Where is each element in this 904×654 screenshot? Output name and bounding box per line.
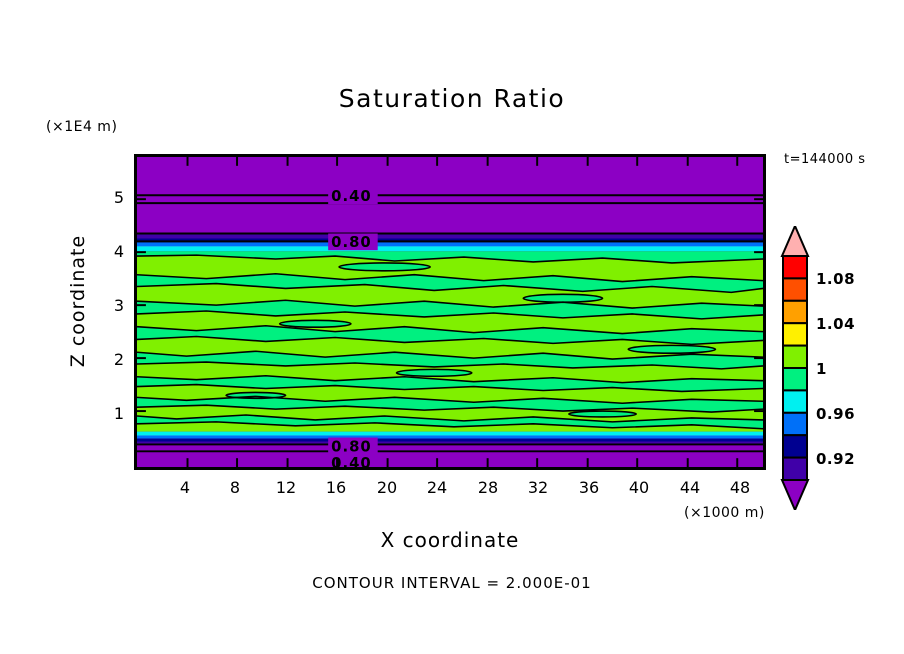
- x-tick-20: 20: [376, 478, 398, 497]
- x-tick-12: 12: [275, 478, 297, 497]
- colorbar-over-arrow: [780, 223, 810, 257]
- contour-plot-canvas: 0.40 0.80 0.80 0.40: [134, 154, 766, 470]
- colorbar-label-1: 1: [816, 360, 827, 378]
- x-tick-32: 32: [527, 478, 549, 497]
- y-tick-2: 2: [113, 350, 124, 369]
- contour-lines-uniform: [137, 194, 763, 453]
- x-tick-8: 8: [229, 478, 241, 497]
- x-tick-40: 40: [628, 478, 650, 497]
- y-axis-unit-label: (×1E4 m): [46, 119, 118, 135]
- colorbar-label-0-96: 0.96: [816, 405, 856, 423]
- colorbar-bands: [782, 255, 808, 482]
- contour-label-0: 0.40: [331, 188, 372, 205]
- y-axis-ticks: 1 2 3 4 5: [88, 154, 124, 470]
- colorbar-label-0-92: 0.92: [816, 450, 856, 468]
- x-axis-ticks: 4 8 12 16 20 24 28 32 36 40 44 48: [134, 478, 766, 502]
- y-tick-5: 5: [113, 188, 124, 207]
- y-axis-title: Z coordinate: [67, 234, 89, 368]
- colorbar-label-1-04: 1.04: [816, 315, 856, 333]
- x-tick-16: 16: [325, 478, 347, 497]
- x-tick-28: 28: [477, 478, 499, 497]
- x-tick-4: 4: [179, 478, 191, 497]
- y-tick-3: 3: [113, 296, 124, 315]
- chart-title: Saturation Ratio: [338, 84, 566, 113]
- colorbar-label-1-08: 1.08: [816, 270, 856, 288]
- contour-label-1: 0.80: [331, 234, 372, 251]
- inner-tick-marks: [137, 157, 763, 467]
- upper-transition-band: [137, 233, 763, 252]
- colorbar-graphic: [780, 223, 810, 513]
- x-tick-24: 24: [426, 478, 448, 497]
- time-annotation: t=144000 s: [784, 152, 866, 167]
- x-tick-48: 48: [729, 478, 751, 497]
- contour-interval-note: CONTOUR INTERVAL = 2.000E-01: [312, 574, 592, 592]
- x-tick-36: 36: [578, 478, 600, 497]
- y-tick-4: 4: [113, 242, 124, 261]
- x-axis-unit-label: (×1000 m): [684, 505, 765, 521]
- lower-transition-band: [137, 431, 763, 445]
- x-axis-title: X coordinate: [380, 528, 520, 552]
- colorbar-tick-labels: 1.08 1.04 1 0.96 0.92: [816, 226, 896, 510]
- contour-label-group: 0.40 0.80 0.80 0.40: [328, 187, 378, 467]
- contour-lines-interior: [137, 254, 763, 430]
- contour-label-2: 0.80: [331, 438, 372, 455]
- colorbar[interactable]: [778, 223, 812, 513]
- y-tick-1: 1: [113, 404, 124, 423]
- contour-field: 0.40 0.80 0.80 0.40: [137, 157, 763, 467]
- x-tick-44: 44: [679, 478, 701, 497]
- contour-label-3: 0.40: [331, 455, 372, 467]
- colorbar-under-arrow: [780, 479, 810, 513]
